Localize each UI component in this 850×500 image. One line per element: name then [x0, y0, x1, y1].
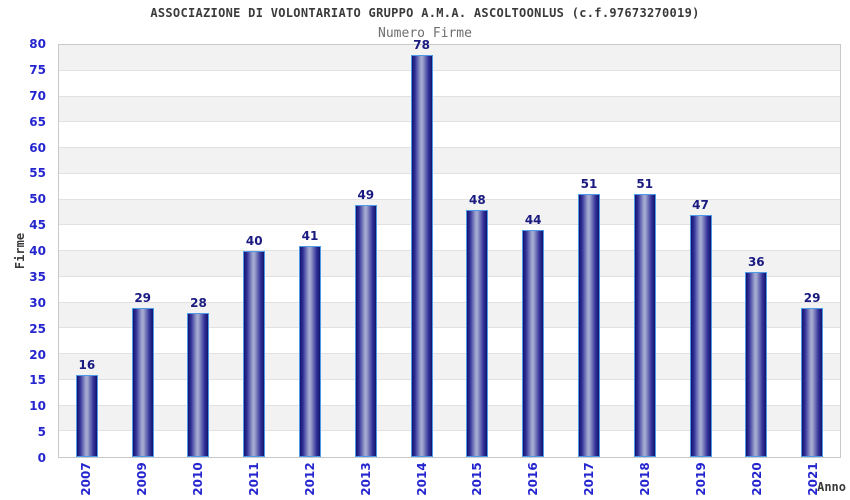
chart-subtitle: Numero Firme	[378, 26, 472, 41]
bar-value-label: 29	[803, 290, 821, 305]
gridline	[59, 430, 840, 432]
gridline	[59, 172, 840, 174]
gridline	[59, 353, 840, 354]
y-tick-label: 20	[29, 347, 46, 362]
chart-title: ASSOCIAZIONE DI VOLONTARIATO GRUPPO A.M.…	[150, 6, 700, 20]
bar	[354, 204, 377, 457]
bar	[299, 245, 322, 457]
gridline	[59, 378, 840, 380]
x-tick-label: 2018	[638, 462, 653, 496]
bar	[522, 230, 545, 457]
bar	[75, 374, 98, 457]
plot-area: 16 29 28 40 41 49 78 48 44 51 51 47 36 29	[58, 38, 841, 458]
y-tick-label: 50	[29, 192, 46, 207]
x-tick-label: 2007	[78, 462, 93, 496]
bar-value-label: 29	[134, 290, 152, 305]
gridline	[59, 250, 840, 251]
gridline	[59, 95, 840, 97]
x-tick-label: 2010	[190, 462, 205, 496]
y-tick-label: 80	[29, 37, 46, 51]
gridline	[59, 147, 840, 148]
bar-value-label: 16	[78, 357, 96, 372]
gridline	[59, 404, 840, 406]
bar	[243, 251, 266, 457]
y-tick-label: 30	[29, 295, 46, 310]
y-tick-label: 60	[29, 140, 46, 155]
bar-value-label: 51	[636, 177, 654, 192]
gridline	[59, 69, 840, 71]
bar	[801, 307, 824, 457]
y-tick-label: 40	[29, 244, 46, 258]
bar	[745, 271, 768, 457]
bar-value-label: 49	[357, 187, 375, 202]
y-tick-label: 15	[29, 373, 46, 388]
bar	[187, 312, 210, 457]
bar-value-label: 78	[413, 38, 430, 53]
bar-value-label: 47	[692, 197, 709, 212]
bar-value-label: 40	[245, 234, 263, 248]
y-tick-label: 35	[29, 269, 46, 284]
y-tick-label: 45	[29, 218, 46, 233]
bar-value-label: 51	[580, 177, 598, 192]
x-tick-label: 2015	[470, 462, 485, 496]
y-tick-label: 5	[37, 425, 46, 440]
x-tick-label: 2011	[246, 462, 261, 496]
y-tick-label: 70	[29, 88, 46, 103]
gridline	[59, 224, 840, 226]
x-tick-label: 2019	[694, 462, 709, 496]
x-tick-label: 2017	[582, 462, 597, 496]
bar-value-label: 28	[190, 295, 207, 310]
x-tick-label: 2013	[358, 462, 373, 496]
x-tick-label: 2009	[134, 462, 149, 496]
gridline	[59, 275, 840, 277]
bar	[466, 209, 489, 457]
bar	[410, 55, 433, 457]
x-axis-title: Anno	[817, 480, 846, 494]
gridline	[59, 121, 840, 123]
y-tick-label: 0	[37, 451, 46, 465]
bar-value-label: 48	[469, 192, 486, 207]
bar-value-label: 36	[747, 254, 765, 269]
x-tick-label: 2016	[526, 462, 541, 496]
y-tick-label: 65	[29, 114, 46, 129]
x-tick-label: 2014	[414, 462, 429, 496]
bar	[131, 307, 154, 457]
gridline	[59, 301, 840, 303]
y-tick-label: 10	[29, 399, 46, 414]
y-tick-label: 55	[29, 166, 46, 181]
bar-value-label: 44	[524, 213, 542, 228]
bar	[689, 214, 712, 457]
x-tick-label: 2020	[750, 462, 765, 496]
x-tick-label: 2021	[806, 462, 821, 496]
x-tick-label: 2012	[302, 462, 317, 496]
y-tick-label: 25	[29, 321, 46, 336]
bar	[577, 194, 600, 457]
bar-value-label: 41	[301, 228, 319, 243]
gridline	[59, 198, 840, 200]
gridline	[59, 327, 840, 329]
bar	[633, 194, 656, 457]
y-tick-label: 75	[29, 62, 46, 77]
